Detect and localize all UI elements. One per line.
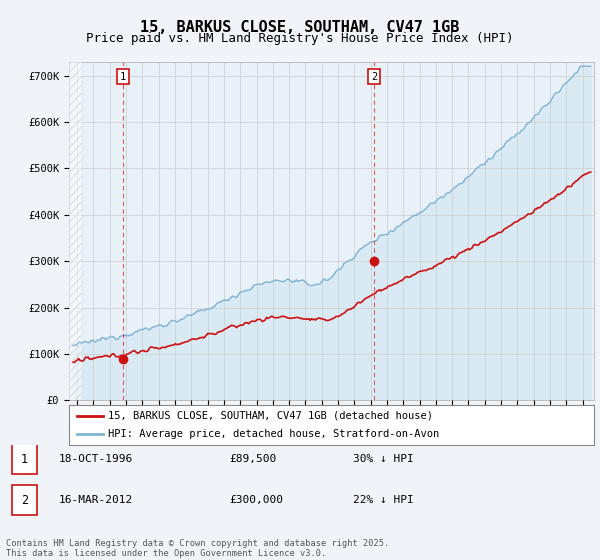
- Text: 18-OCT-1996: 18-OCT-1996: [59, 454, 133, 464]
- Text: 16-MAR-2012: 16-MAR-2012: [59, 495, 133, 505]
- Text: Price paid vs. HM Land Registry's House Price Index (HPI): Price paid vs. HM Land Registry's House …: [86, 32, 514, 45]
- Text: £300,000: £300,000: [229, 495, 283, 505]
- Text: £89,500: £89,500: [229, 454, 277, 464]
- Text: HPI: Average price, detached house, Stratford-on-Avon: HPI: Average price, detached house, Stra…: [109, 430, 440, 439]
- Text: 2: 2: [371, 72, 377, 82]
- Text: 15, BARKUS CLOSE, SOUTHAM, CV47 1GB: 15, BARKUS CLOSE, SOUTHAM, CV47 1GB: [140, 20, 460, 35]
- Text: 1: 1: [119, 72, 126, 82]
- FancyBboxPatch shape: [12, 445, 37, 474]
- Text: Contains HM Land Registry data © Crown copyright and database right 2025.
This d: Contains HM Land Registry data © Crown c…: [6, 539, 389, 558]
- Text: 22% ↓ HPI: 22% ↓ HPI: [353, 495, 413, 505]
- Text: 30% ↓ HPI: 30% ↓ HPI: [353, 454, 413, 464]
- Text: 1: 1: [20, 453, 28, 466]
- Text: 15, BARKUS CLOSE, SOUTHAM, CV47 1GB (detached house): 15, BARKUS CLOSE, SOUTHAM, CV47 1GB (det…: [109, 411, 433, 421]
- Text: 2: 2: [20, 493, 28, 507]
- FancyBboxPatch shape: [12, 485, 37, 515]
